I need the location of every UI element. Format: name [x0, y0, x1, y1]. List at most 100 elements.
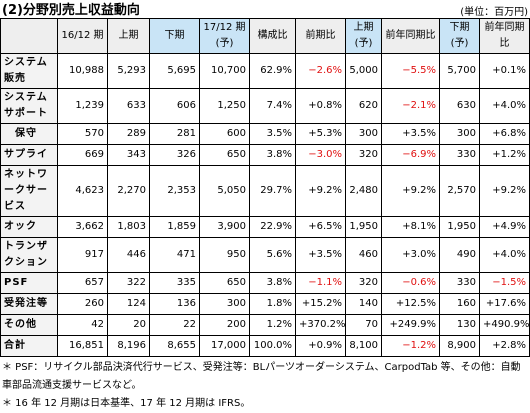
cell: −3.0%: [295, 144, 346, 166]
cell: 330: [439, 144, 480, 166]
cell: 490: [439, 237, 480, 273]
cell: +370.2%: [295, 314, 346, 336]
table-row: サプライ 669 343 326 650 3.8% −3.0% 320 −6.9% 330 +1.2…: [0, 144, 530, 166]
cell: 7.4%: [249, 88, 296, 124]
row-label: 受発注等: [0, 293, 58, 315]
row-label: システムサポート: [0, 88, 58, 124]
cell: 3,662: [57, 216, 108, 238]
cell: 650: [199, 144, 250, 166]
cell: 330: [439, 272, 480, 294]
cell: +490.9%: [479, 314, 530, 336]
cell: 8,196: [107, 335, 150, 357]
cell: +0.1%: [479, 53, 530, 89]
table-row: 受発注等 260 124 136 300 1.8% +15.2% 140 +12.5% 160 +1…: [0, 293, 530, 315]
cell: 289: [107, 123, 150, 145]
cell: 633: [107, 88, 150, 124]
cell: 322: [107, 272, 150, 294]
table-row: その他 42 20 22 200 1.2% +370.2% 70 +249.9% 130 +490.…: [0, 314, 530, 336]
cell: 5,050: [199, 165, 250, 217]
cell: +1.2%: [479, 144, 530, 166]
cell: 917: [57, 237, 108, 273]
cell: 8,655: [149, 335, 200, 357]
cell: 8,100: [345, 335, 382, 357]
cell: 570: [57, 123, 108, 145]
column-header: 上期 (予): [345, 18, 382, 54]
cell: 8,900: [439, 335, 480, 357]
cell: 600: [199, 123, 250, 145]
cell: 1,950: [345, 216, 382, 238]
cell: +0.8%: [295, 88, 346, 124]
cell: 326: [149, 144, 200, 166]
row-label: オック: [0, 216, 58, 238]
cell: 140: [345, 293, 382, 315]
table: 16/12 期上期 下期 17/12 期(予) 構成比 前期比 上期 (予) 前年同期比 下期…: [0, 18, 530, 357]
table-row: 保守 570 289 281 600 3.5% +5.3% 300 +3.5% 300 +6.8%: [0, 123, 530, 145]
cell: 22.9%: [249, 216, 296, 238]
row-label: PSF: [0, 272, 58, 294]
cell: −5.5%: [381, 53, 440, 89]
cell: 1.8%: [249, 293, 296, 315]
table-row: PSF 657 322 335 650 3.8% −1.1% 320 −0.6% 330 −1.5%: [0, 272, 530, 294]
cell: 1,250: [199, 88, 250, 124]
cell: 1,950: [439, 216, 480, 238]
row-label: ネットワークサービス: [0, 165, 58, 217]
cell: −1.1%: [295, 272, 346, 294]
row-label: サプライ: [0, 144, 58, 166]
column-header: 構成比: [249, 18, 296, 54]
cell: 20: [107, 314, 150, 336]
column-header: 前年同期比: [381, 18, 440, 54]
cell: +3.5%: [381, 123, 440, 145]
cell: 2,480: [345, 165, 382, 217]
cell: 100.0%: [249, 335, 296, 357]
cell: 5,293: [107, 53, 150, 89]
cell: +4.0%: [479, 237, 530, 273]
cell: 281: [149, 123, 200, 145]
cell: +249.9%: [381, 314, 440, 336]
cell: 1,239: [57, 88, 108, 124]
table-body: システム販売 10,988 5,293 5,695 10,700 62.9% −2.6% 5,…: [0, 53, 530, 357]
table-row: 合計 16,851 8,196 8,655 17,000 100.0% +0.9% 8,100…: [0, 335, 530, 357]
column-header: 17/12 期(予): [199, 18, 250, 54]
cell: −1.5%: [479, 272, 530, 294]
cell: 136: [149, 293, 200, 315]
header: (2)分野別売上収益動向 (単位：百万円): [0, 0, 530, 18]
cell: +0.9%: [295, 335, 346, 357]
row-label: 保守: [0, 123, 58, 145]
cell: 70: [345, 314, 382, 336]
cell: +17.6%: [479, 293, 530, 315]
cell: 10,988: [57, 53, 108, 89]
cell: 130: [439, 314, 480, 336]
cell: 669: [57, 144, 108, 166]
cell: 16,851: [57, 335, 108, 357]
cell: 3.8%: [249, 272, 296, 294]
cell: 650: [199, 272, 250, 294]
table-row: ネットワークサービス 4,623 2,270 2,353 5,050 29.7% +9.2%…: [0, 165, 530, 217]
cell: 10,700: [199, 53, 250, 89]
cell: 22: [149, 314, 200, 336]
notes: ＊ PSF：リサイクル部品決済代行サービス、受発注等：BLパーツオーダーシステム…: [0, 357, 530, 413]
cell: 3.8%: [249, 144, 296, 166]
table-row: システムサポート 1,239 633 606 1,250 7.4% +0.8% 620 −2.1…: [0, 88, 530, 124]
footnote: ＊ PSF：リサイクル部品決済代行サービス、受発注等：BLパーツオーダーシステム…: [2, 362, 521, 391]
cell: +6.8%: [479, 123, 530, 145]
cell: 620: [345, 88, 382, 124]
cell: 3.5%: [249, 123, 296, 145]
cell: +3.0%: [381, 237, 440, 273]
cell: −2.6%: [295, 53, 346, 89]
cell: 5.6%: [249, 237, 296, 273]
cell: +15.2%: [295, 293, 346, 315]
cell: 2,570: [439, 165, 480, 217]
table-row: トランザクション 917 446 471 950 5.6% +3.5% 460 +3.0% 490…: [0, 237, 530, 273]
cell: 5,695: [149, 53, 200, 89]
cell: 320: [345, 144, 382, 166]
cell: −2.1%: [381, 88, 440, 124]
row-label: トランザクション: [0, 237, 58, 273]
cell: +5.3%: [295, 123, 346, 145]
cell: +8.1%: [381, 216, 440, 238]
cell: 260: [57, 293, 108, 315]
cell: 124: [107, 293, 150, 315]
row-label: 合計: [0, 335, 58, 357]
cell: 1.2%: [249, 314, 296, 336]
cell: +9.2%: [479, 165, 530, 217]
